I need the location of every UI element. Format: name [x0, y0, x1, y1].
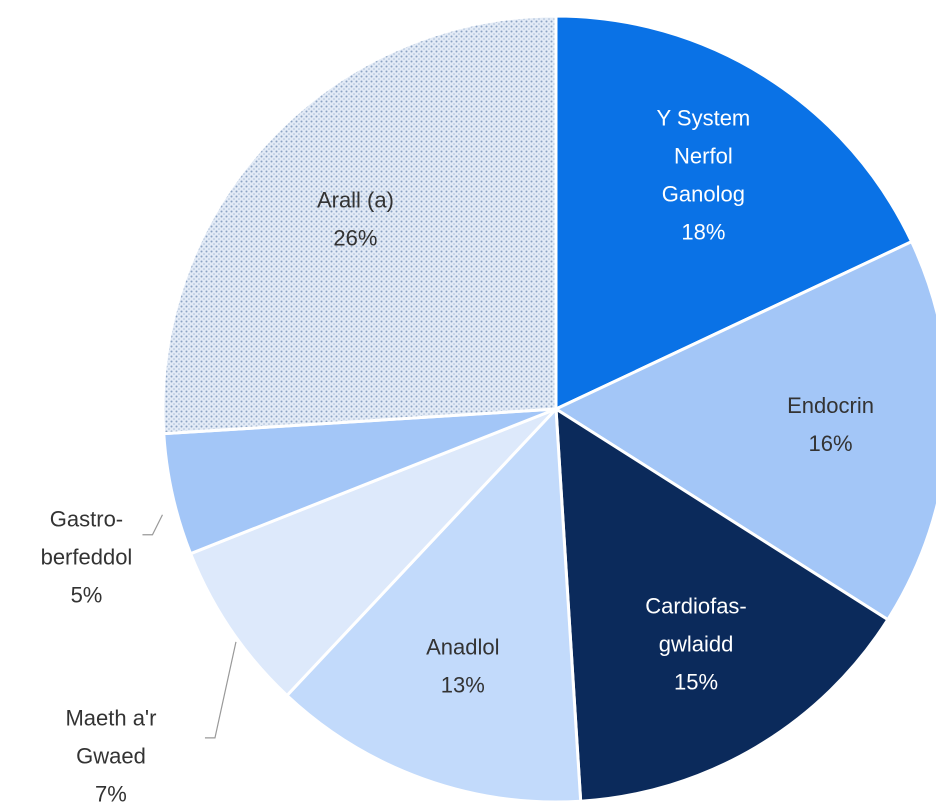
- slice-label: Y System: [657, 106, 751, 131]
- slice-label: Nerfol: [674, 144, 733, 169]
- pie-slice: [554, 14, 914, 412]
- slice-label: Gastro-: [50, 507, 123, 532]
- slice-label: Gwaed: [76, 744, 146, 769]
- slice-label: Maeth a'r: [65, 706, 156, 731]
- value-label: 5%: [71, 583, 103, 608]
- value-label: 26%: [333, 225, 377, 250]
- leader-line: [204, 641, 237, 739]
- slice-label: Anadlol: [426, 635, 499, 660]
- pie-slice: [188, 407, 558, 698]
- pie-slice: [161, 14, 558, 436]
- pie-slice: [554, 406, 890, 803]
- slice-label: Endocrin: [787, 393, 874, 418]
- value-label: 18%: [681, 220, 725, 245]
- value-label: 16%: [809, 431, 853, 456]
- leader-line: [142, 514, 164, 536]
- slice-label: Ganolog: [662, 182, 745, 207]
- pie-slice: [284, 405, 583, 804]
- value-label: 7%: [95, 782, 127, 807]
- slice-label: berfeddol: [41, 545, 133, 570]
- slice-label: gwlaidd: [659, 632, 734, 657]
- value-label: 13%: [441, 673, 485, 698]
- value-label: 15%: [674, 670, 718, 695]
- pie-slice: [552, 239, 936, 622]
- slice-label: Arall (a): [317, 187, 394, 212]
- slice-label: Cardiofas-: [645, 594, 746, 619]
